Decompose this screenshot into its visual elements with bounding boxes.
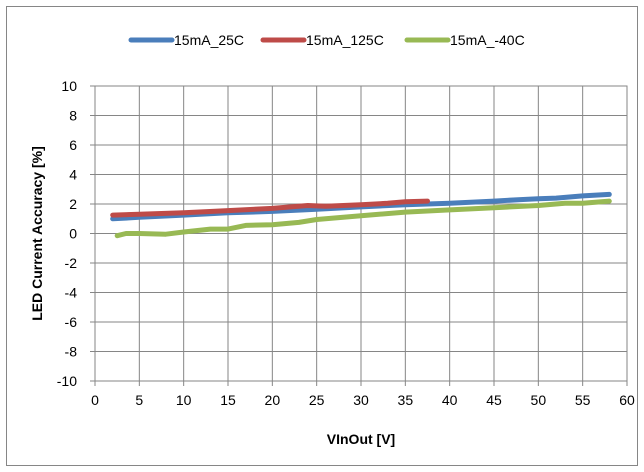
x-tick-label: 30 [353, 392, 369, 408]
legend-label: 15mA_25C [174, 32, 244, 48]
y-tick-label: 4 [69, 167, 77, 183]
y-tick-label: 6 [69, 137, 77, 153]
y-axis-title: LED Current Accuracy [%] [29, 146, 45, 321]
series-line-2 [110, 198, 430, 218]
x-tick-label: 10 [176, 392, 192, 408]
y-tick-label: 10 [61, 78, 77, 94]
series-group [110, 191, 612, 239]
legend-item: 15mA_25C [128, 32, 244, 48]
legend: 15mA_25C 15mA_125C 15mA_-40C [128, 32, 525, 48]
series-line-3 [114, 198, 612, 239]
y-axis-ticks: 10 8 6 4 2 0 -2 -4 -6 -8 -10 [57, 78, 95, 389]
chart-border [6, 6, 638, 466]
legend-label: 15mA_125C [306, 32, 384, 48]
y-tick-label: 0 [69, 226, 77, 242]
y-tick-label: -8 [65, 344, 78, 360]
x-tick-label: 0 [91, 392, 99, 408]
x-tick-label: 55 [575, 392, 591, 408]
x-tick-label: 40 [442, 392, 458, 408]
x-tick-label: 25 [309, 392, 325, 408]
y-tick-label: 2 [69, 196, 77, 212]
y-tick-label: -2 [65, 255, 78, 271]
legend-item: 15mA_125C [260, 32, 384, 48]
x-tick-label: 60 [619, 392, 635, 408]
y-tick-label: -6 [65, 314, 78, 330]
x-tick-label: 50 [531, 392, 547, 408]
y-tick-label: -10 [57, 373, 77, 389]
x-tick-label: 45 [486, 392, 502, 408]
x-tick-label: 15 [220, 392, 236, 408]
x-tick-label: 20 [265, 392, 281, 408]
x-tick-label: 35 [398, 392, 414, 408]
legend-item: 15mA_-40C [404, 32, 525, 48]
x-axis-ticks: 0 5 10 15 20 25 30 35 40 45 50 55 60 [91, 381, 635, 408]
legend-label: 15mA_-40C [450, 32, 525, 48]
x-tick-label: 5 [135, 392, 143, 408]
y-tick-label: 8 [69, 108, 77, 124]
y-tick-label: -4 [65, 285, 78, 301]
x-axis-title: VInOut [V] [327, 431, 395, 447]
